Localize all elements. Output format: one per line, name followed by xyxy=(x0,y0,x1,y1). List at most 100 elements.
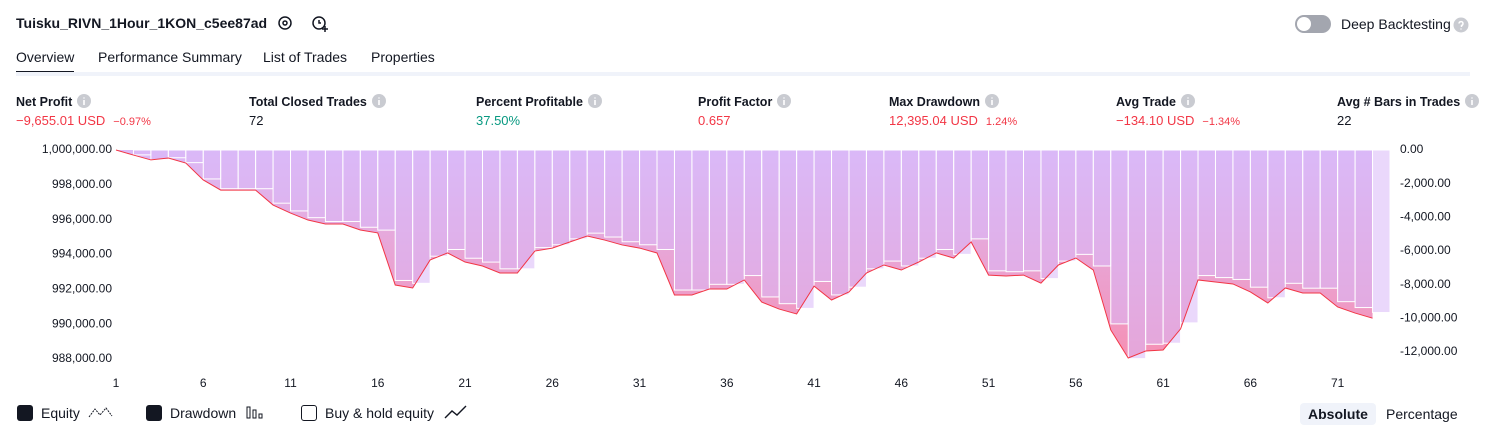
drawdown-bar xyxy=(900,149,920,267)
drawdown-bar xyxy=(848,149,867,288)
metric-label: Avg # Bars in Trades xyxy=(1337,94,1480,109)
drawdown-bar xyxy=(1180,149,1199,324)
drawdown-bar xyxy=(1302,149,1321,289)
x-tick-label: 16 xyxy=(371,376,385,390)
metric-value-text: −9,655.01 USD xyxy=(16,113,106,128)
mode-button[interactable]: Percentage xyxy=(1386,406,1458,422)
metric-label: Max Drawdown xyxy=(889,94,999,109)
drawdown-bar xyxy=(1145,149,1164,345)
y-tick-label: 992,000.00 xyxy=(52,282,112,296)
metric-value-text: 12,395.04 USD xyxy=(889,113,978,128)
legend-label: Equity xyxy=(41,405,80,421)
x-tick-label: 31 xyxy=(633,376,647,390)
y2-tick-label: -8,000.00 xyxy=(1400,277,1451,291)
x-tick-label: 61 xyxy=(1156,376,1170,390)
metric-percent: −0.97% xyxy=(113,116,151,128)
equity-line xyxy=(115,149,1373,359)
metric-percent: 1.24% xyxy=(985,116,1018,128)
metric-label: Percent Profitable xyxy=(476,94,602,109)
buy-hold-toggle[interactable]: Buy & hold equity xyxy=(301,405,468,421)
y2-tick-label: -4,000.00 xyxy=(1400,210,1451,224)
drawdown-bar xyxy=(1319,149,1339,289)
drawdown-bar xyxy=(499,149,518,270)
metric-label-text: Percent Profitable xyxy=(476,95,583,109)
drawdown-bar xyxy=(516,149,536,270)
drawdown-bar xyxy=(1040,149,1059,280)
metric-value: 12,395.04 USD 1.24% xyxy=(889,113,1017,128)
drawdown-bar xyxy=(691,149,710,291)
drawdown-bar xyxy=(726,149,745,285)
metric-label: Profit Factor xyxy=(698,94,792,109)
drawdown-bar xyxy=(743,149,763,277)
drawdown-bar xyxy=(761,149,780,298)
strategy-title: Tuisku_RIVN_1Hour_1KON_c5ee87ad xyxy=(16,15,268,31)
metric-label-text: Total Closed Trades xyxy=(249,95,367,109)
alert-icon[interactable] xyxy=(310,13,330,33)
drawdown-bar xyxy=(569,149,588,240)
x-tick-label: 51 xyxy=(982,376,996,390)
drawdown-bar xyxy=(324,149,344,223)
drawdown-bar xyxy=(272,149,292,204)
drawdown-bar xyxy=(1092,149,1112,267)
drawdown-bar xyxy=(447,149,466,250)
metric-label-text: Max Drawdown xyxy=(889,95,980,109)
drawdown-bar xyxy=(1110,149,1129,325)
drawdown-bar xyxy=(377,149,396,231)
drawdown-bar xyxy=(359,149,379,228)
x-tick-label: 71 xyxy=(1331,376,1345,390)
info-icon xyxy=(371,94,386,108)
metric-label: Avg Trade xyxy=(1116,94,1195,109)
info-icon xyxy=(77,94,92,108)
x-tick-label: 1 xyxy=(113,376,120,390)
settings-icon[interactable] xyxy=(276,14,294,32)
drawdown-bar xyxy=(1354,149,1374,309)
tab[interactable]: List of Trades xyxy=(263,49,348,65)
tab[interactable]: Performance Summary xyxy=(98,49,242,65)
legend-label: Drawdown xyxy=(170,405,237,421)
drawdown-toggle[interactable]: Drawdown xyxy=(146,405,266,421)
tab[interactable]: Properties xyxy=(371,49,435,65)
x-tick-label: 21 xyxy=(458,376,472,390)
x-tick-label: 41 xyxy=(807,376,821,390)
info-icon xyxy=(1180,94,1195,108)
drawdown-bar xyxy=(1162,149,1182,344)
metric-value: 72 xyxy=(249,113,263,128)
chart: 1,000,000.00 998,000.00 996,000.00 994,000.… xyxy=(42,142,1458,390)
metric-label-text: Avg Trade xyxy=(1116,95,1176,109)
separator xyxy=(16,72,1470,76)
metric-value-text: 22 xyxy=(1337,113,1352,128)
metric-value: 22 xyxy=(1337,113,1351,128)
drawdown-bar xyxy=(935,149,955,250)
drawdown-bar xyxy=(621,149,641,243)
x-tick-label: 26 xyxy=(546,376,560,390)
drawdown-bar xyxy=(778,149,798,305)
drawdown-bar xyxy=(220,149,239,190)
drawdown-bar xyxy=(342,149,361,223)
y2-tick-label: -6,000.00 xyxy=(1400,243,1451,257)
metric-value-text: 0.657 xyxy=(698,113,731,128)
x-tick-label: 56 xyxy=(1069,376,1083,390)
help-icon[interactable] xyxy=(1453,17,1469,33)
drawdown-bar xyxy=(290,149,309,212)
y-tick-label: 994,000.00 xyxy=(52,247,112,261)
drawdown-bar xyxy=(202,149,222,180)
drawdown-bar xyxy=(429,149,449,257)
metric-label-text: Avg # Bars in Trades xyxy=(1337,95,1461,109)
metric-value: 37.50% xyxy=(476,113,520,128)
legend-label: Buy & hold equity xyxy=(325,405,434,421)
equity-icon xyxy=(88,407,113,418)
mode-button[interactable]: Absolute xyxy=(1300,403,1376,425)
drawdown-bar xyxy=(1075,149,1094,255)
buy-hold-icon xyxy=(444,405,467,419)
info-icon xyxy=(777,94,792,108)
info-icon xyxy=(587,94,602,108)
toggle[interactable] xyxy=(1294,14,1334,34)
drawdown-bar xyxy=(883,149,902,262)
drawdown-bar xyxy=(953,149,972,255)
equity-toggle[interactable]: Equity xyxy=(17,405,114,421)
drawdown-bar xyxy=(534,149,553,249)
y2-tick-label: -2,000.00 xyxy=(1400,176,1451,190)
drawdown-bar xyxy=(167,149,187,159)
y2-tick-label: -10,000.00 xyxy=(1400,311,1458,325)
